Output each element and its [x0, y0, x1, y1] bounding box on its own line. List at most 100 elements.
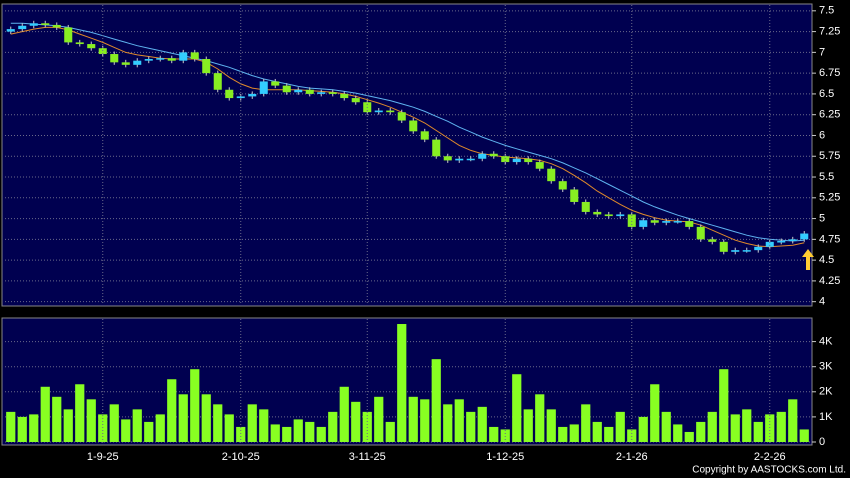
y-tick-label: 6.75: [819, 67, 840, 79]
y-tick-label: 4: [819, 296, 825, 308]
candle-body: [282, 85, 291, 93]
candle-body: [190, 52, 199, 60]
x-tick-label: 2-10-25: [222, 451, 260, 463]
volume-bar: [259, 409, 269, 442]
candle-body: [777, 241, 786, 243]
volume-bar: [339, 386, 349, 442]
volume-bar: [40, 386, 50, 442]
volume-bar: [316, 426, 326, 442]
candle-body: [455, 158, 464, 161]
candle-body: [133, 60, 142, 65]
volume-bar: [29, 414, 39, 442]
volume-bar: [86, 399, 96, 442]
volume-bar: [443, 404, 453, 442]
candle-body: [110, 54, 119, 63]
volume-bar: [477, 406, 487, 442]
y-tick-label: 7.25: [819, 25, 840, 37]
y-tick-label: 4K: [819, 335, 833, 347]
y-tick-label: 3K: [819, 361, 833, 373]
candle-body: [248, 93, 257, 97]
candle-body: [570, 189, 579, 202]
volume-bar: [431, 359, 441, 442]
volume-bar: [730, 414, 740, 442]
price-panel: [1, 3, 813, 307]
y-tick-label: 4.75: [819, 233, 840, 245]
volume-bar: [788, 399, 798, 442]
candle-body: [558, 181, 567, 190]
y-tick-label: 1K: [819, 411, 833, 423]
candle-body: [18, 25, 27, 30]
volume-bar: [282, 426, 292, 442]
candle-body: [41, 23, 50, 25]
volume-bar: [98, 414, 108, 442]
candle-body: [271, 81, 280, 86]
candle-body: [639, 220, 648, 227]
volume-bar: [765, 414, 775, 442]
volume-bar: [604, 426, 614, 442]
volume-bar: [489, 426, 499, 442]
volume-bar: [615, 411, 625, 442]
y-tick-label: 5.25: [819, 192, 840, 204]
y-tick-label: 6: [819, 129, 825, 141]
volume-bar: [362, 411, 372, 442]
volume-bar: [707, 411, 717, 442]
volume-bar: [719, 369, 729, 442]
volume-bar: [627, 429, 637, 442]
volume-bar: [190, 369, 200, 442]
y-tick-label: 2K: [819, 386, 833, 398]
volume-bar: [753, 421, 763, 442]
candle-body: [87, 44, 96, 49]
y-tick-label: 4.25: [819, 275, 840, 287]
volume-bar: [546, 409, 556, 442]
x-tick-label: 2-1-26: [616, 451, 648, 463]
y-tick-label: 5: [819, 212, 825, 224]
volume-bar: [328, 411, 338, 442]
candle-body: [98, 48, 107, 55]
candle-body: [328, 92, 337, 94]
volume-bar: [420, 399, 430, 442]
volume-bar: [742, 409, 752, 442]
candle-body: [64, 27, 73, 43]
volume-bar: [167, 379, 177, 442]
volume-bar: [569, 424, 579, 442]
volume-bar: [155, 414, 165, 442]
volume-bar: [17, 416, 27, 442]
candle-body: [535, 162, 544, 169]
candle-body: [593, 211, 602, 215]
x-tick-label: 1-9-25: [87, 451, 119, 463]
volume-bar: [52, 396, 62, 442]
candle-body: [547, 168, 556, 182]
candle-body: [627, 214, 636, 227]
candle-body: [386, 110, 395, 113]
candle-body: [179, 52, 188, 61]
volume-bar: [684, 431, 694, 442]
y-tick-label: 6.25: [819, 109, 840, 121]
candle-body: [708, 239, 717, 242]
candle-body: [466, 158, 475, 161]
volume-bar: [121, 419, 131, 442]
candle-body: [719, 241, 728, 252]
candle-body: [616, 214, 625, 217]
candle-body: [765, 241, 774, 247]
arrow-marker: [802, 249, 814, 270]
volume-bar: [247, 404, 257, 442]
volume-bar: [270, 424, 280, 442]
volume-bar: [638, 416, 648, 442]
volume-bar: [799, 429, 809, 442]
y-tick-label: 7.5: [819, 5, 834, 17]
volume-bar: [6, 411, 16, 442]
y-tick-label: 0: [819, 436, 825, 448]
volume-bar: [523, 409, 533, 442]
candle-body: [397, 112, 406, 121]
volume-bar: [408, 396, 418, 442]
volume-bar: [351, 401, 361, 442]
candle-body: [52, 24, 61, 28]
volume-bar: [201, 394, 211, 442]
volume-bar: [776, 411, 786, 442]
volume-bar: [385, 421, 395, 442]
x-tick-label: 2-2-26: [754, 451, 786, 463]
x-tick-label: 3-11-25: [349, 451, 386, 463]
candle-body: [662, 221, 671, 223]
volume-bar: [213, 404, 223, 442]
